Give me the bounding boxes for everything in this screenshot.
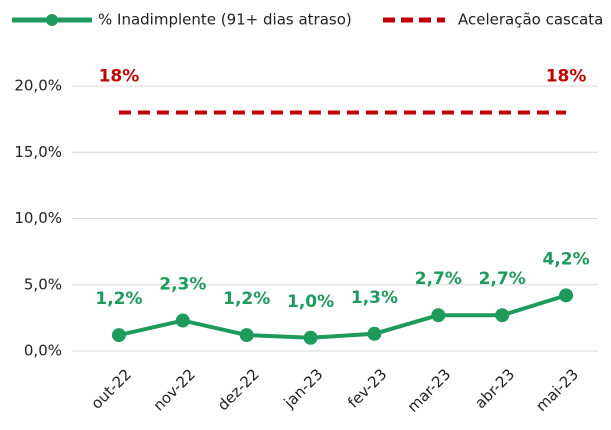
legend-label: % Inadimplente (91+ dias atraso)	[98, 11, 352, 29]
y-tick-label: 15,0%	[14, 143, 62, 161]
data-label: 2,3%	[159, 275, 206, 295]
legend-label: Aceleração cascata	[458, 11, 603, 29]
x-tick-label: abr-23	[471, 365, 518, 412]
marker	[495, 308, 510, 323]
marker	[303, 330, 318, 345]
marker	[431, 308, 446, 323]
x-tick-label: mai-23	[532, 365, 582, 415]
data-label: 2,7%	[415, 269, 462, 289]
data-label: 2,7%	[479, 269, 526, 289]
marker	[239, 328, 254, 343]
x-tick-label: dez-22	[214, 365, 263, 414]
data-label: 4,2%	[542, 249, 589, 269]
legend-marker	[46, 14, 58, 26]
y-tick-label: 5,0%	[24, 275, 62, 293]
data-label: 18%	[99, 67, 140, 87]
x-tick-label: out-22	[88, 365, 135, 412]
x-tick-label: nov-22	[150, 365, 199, 414]
marker	[367, 326, 382, 341]
data-label: 1,0%	[287, 292, 334, 312]
y-tick-label: 10,0%	[14, 209, 62, 227]
data-label: 1,2%	[223, 289, 270, 309]
data-label: 1,3%	[351, 288, 398, 308]
x-tick-label: jan-23	[280, 365, 327, 412]
y-tick-label: 20,0%	[14, 77, 62, 95]
x-tick-label: fev-23	[344, 365, 390, 411]
marker	[559, 288, 574, 303]
data-label: 1,2%	[95, 289, 142, 309]
data-label: 18%	[546, 67, 587, 87]
y-tick-label: 0,0%	[24, 342, 62, 360]
line	[118, 293, 567, 340]
marker	[111, 328, 126, 343]
x-tick-label: mar-23	[404, 365, 455, 416]
marker	[175, 313, 190, 328]
